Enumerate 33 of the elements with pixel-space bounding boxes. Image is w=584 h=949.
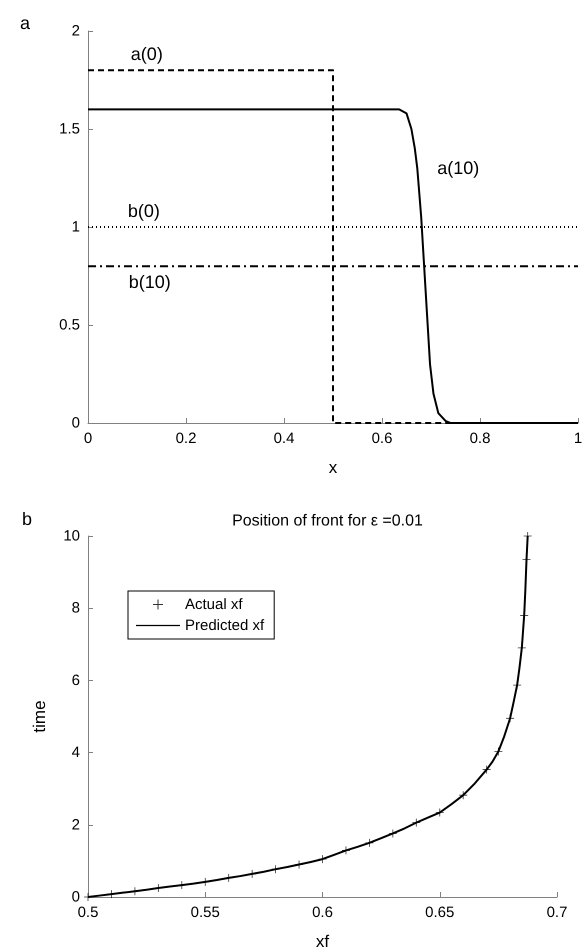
legend-label: Actual xf bbox=[185, 596, 244, 613]
y-tick-label: 4 bbox=[72, 744, 80, 762]
x-tick-label: 0.2 bbox=[176, 430, 196, 447]
y-tick-label: 2 bbox=[72, 816, 80, 834]
chart-title: Position of front for ε =0.01 bbox=[232, 512, 423, 530]
y-axis-title: time bbox=[30, 700, 49, 733]
legend-label: Predicted xf bbox=[185, 617, 266, 634]
x-tick-label: 0.4 bbox=[274, 430, 294, 447]
x-tick-label: 0.8 bbox=[470, 430, 490, 447]
x-axis-title: xf bbox=[316, 932, 330, 949]
annotation: a(0) bbox=[130, 44, 163, 64]
y-tick-label: 2 bbox=[72, 22, 80, 40]
x-tick-label: 0.6 bbox=[372, 430, 392, 447]
y-tick-label: 8 bbox=[72, 600, 80, 617]
annotation: b(0) bbox=[128, 201, 160, 221]
y-tick-label: 1 bbox=[72, 218, 80, 236]
y-tick-label: 0 bbox=[72, 888, 80, 906]
x-tick-label: 0 bbox=[84, 430, 92, 447]
y-tick-label: 1.5 bbox=[59, 120, 80, 138]
x-tick-label: 0.6 bbox=[312, 904, 333, 921]
annotation: b(10) bbox=[128, 272, 171, 292]
y-tick-label: 10 bbox=[63, 528, 80, 544]
y-tick-label: 6 bbox=[72, 672, 80, 689]
y-tick-label: 0 bbox=[72, 414, 80, 432]
x-tick-label: 0.7 bbox=[546, 904, 568, 921]
annotation: a(10) bbox=[437, 158, 480, 178]
x-tick-label: 0.65 bbox=[425, 904, 454, 921]
x-axis-title: x bbox=[328, 458, 338, 477]
text: a bbox=[20, 13, 31, 33]
y-tick-label: 0.5 bbox=[59, 316, 80, 334]
x-tick-label: 1 bbox=[574, 430, 582, 447]
text: b bbox=[22, 509, 32, 529]
x-tick-label: 0.55 bbox=[190, 904, 220, 921]
